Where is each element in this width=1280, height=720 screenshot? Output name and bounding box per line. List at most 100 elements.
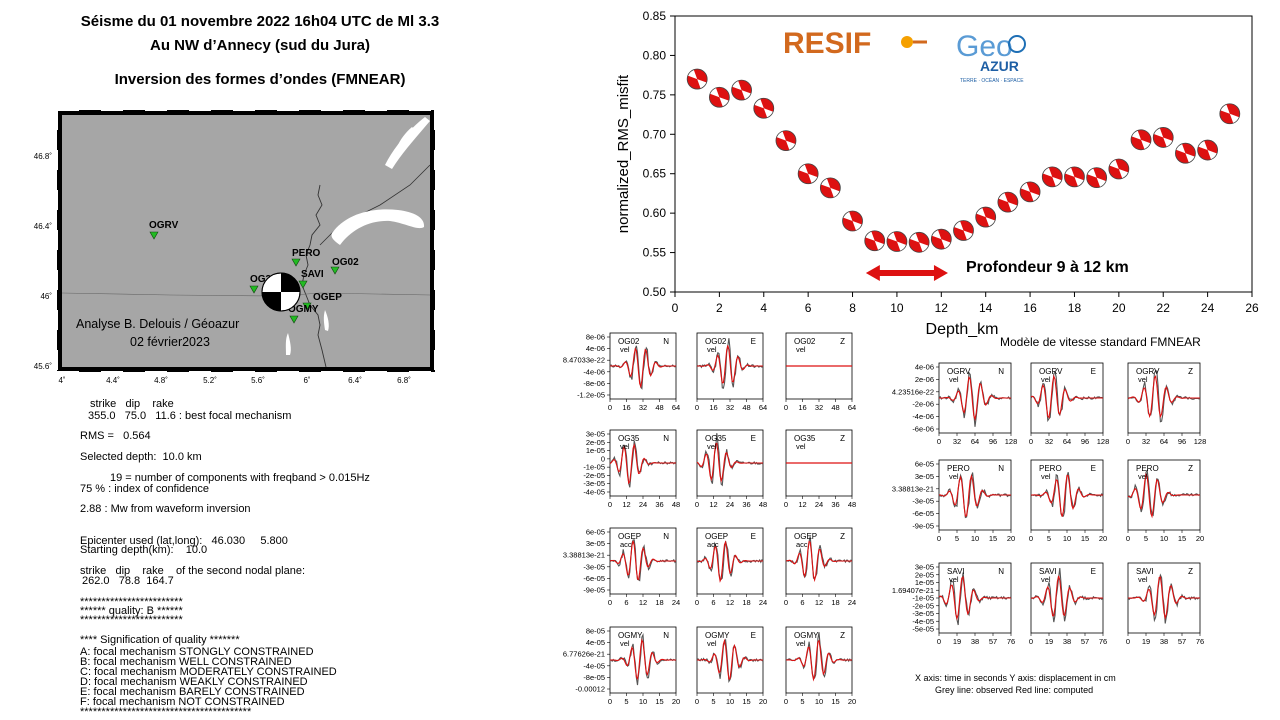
y-tick-label: -3e-05 (583, 479, 605, 488)
analysis-credit: Analyse B. Delouis / Géoazur (76, 317, 239, 331)
component-label: N (663, 434, 669, 443)
x-tick-label: 15 (831, 697, 839, 706)
x-tick-label: 96 (1178, 437, 1186, 446)
x-tick-label: 10 (726, 697, 734, 706)
y-tick-label: 0.75 (643, 88, 667, 102)
x-tick-label: 0 (1029, 637, 1033, 646)
station-OG02: OG02 (330, 257, 359, 275)
component-label: E (751, 631, 756, 640)
x-tick-label: 0 (937, 534, 941, 543)
y-tick-label: 8e-06 (586, 333, 605, 342)
y-tick-label: 3e-05 (915, 563, 934, 572)
y-tick-label: 1e-05 (915, 578, 934, 587)
x-tick-label: 0 (695, 403, 699, 412)
lon-tick: 4.8˚ (154, 376, 168, 385)
svg-text:PERO: PERO (292, 248, 321, 259)
x-tick-label: 16 (622, 403, 630, 412)
y-tick-label: 3e-05 (586, 539, 605, 548)
x-tick-label: 12 (709, 500, 717, 509)
x-tick-label: 15 (655, 697, 663, 706)
computed-trace (609, 540, 676, 581)
quantity-label: vel (796, 345, 806, 354)
y-tick-label: -2e-05 (912, 601, 934, 610)
x-tick-label: 12 (639, 598, 647, 607)
quantity-label: vel (620, 639, 630, 648)
y-tick-label: 4e-05 (586, 638, 605, 647)
station-label: OGRV (1136, 367, 1160, 376)
computed-trace (1030, 374, 1103, 419)
quantity-label: vel (949, 575, 959, 584)
y-tick-label: 4e-06 (915, 363, 934, 372)
y-tick-label: -8e-06 (583, 379, 605, 388)
component-label: N (663, 337, 669, 346)
y-tick-label: 3.38813e-21 (892, 484, 934, 493)
misfit-point-beachball (1041, 166, 1063, 188)
quantity-label: vel (620, 345, 630, 354)
computed-trace (939, 375, 1011, 422)
y-tick-label: 6e-05 (915, 460, 934, 469)
computed-trace (696, 442, 763, 483)
lat-tick: 46˚ (40, 292, 52, 301)
y-tick-label: 0.65 (643, 167, 667, 181)
lake-annecy (323, 310, 329, 331)
y-tick-label: 1e-05 (586, 446, 605, 455)
station-PERO: PERO (291, 248, 321, 267)
computed-trace (610, 347, 676, 389)
component-label: E (1091, 367, 1096, 376)
svg-text:OGEP: OGEP (313, 292, 342, 303)
x-tick-label: 0 (608, 403, 612, 412)
x-tick-label: 0 (608, 598, 612, 607)
velocity-model-label: Modèle de vitesse standard FMNEAR (1000, 335, 1201, 349)
x-tick-label: 64 (1063, 437, 1071, 446)
component-label: Z (840, 532, 845, 541)
y-tick-label: -6e-06 (912, 425, 934, 434)
component-label: N (663, 532, 669, 541)
station-label: SAVI (1136, 567, 1154, 576)
computed-trace (610, 638, 676, 681)
y-tick-label: 4.23516e-22 (892, 387, 934, 396)
y-tick-label: 2e-05 (915, 570, 934, 579)
x-tick-label: 48 (672, 500, 680, 509)
x-tick-label: 16 (798, 403, 806, 412)
results-stars: ************************ (80, 614, 183, 626)
y-tick-label: 0.70 (643, 127, 667, 141)
x-tick-label: 48 (759, 500, 767, 509)
x-tick-label: 12 (622, 500, 630, 509)
computed-trace (696, 540, 763, 583)
misfit-point-beachball (1219, 103, 1241, 125)
x-tick-label: 36 (655, 500, 663, 509)
station-OGEP: OGEP (302, 292, 342, 311)
x-tick-label: 18 (831, 598, 839, 607)
x-tick-label: 10 (1160, 534, 1168, 543)
misfit-point-beachball (975, 206, 997, 228)
svg-text:TERRE · OCÉAN · ESPACE: TERRE · OCÉAN · ESPACE (960, 77, 1024, 84)
y-tick-label: 0.55 (643, 246, 667, 260)
y-axis-label: normalized_RMS_misfit (615, 74, 632, 233)
lon-tick: 6.8˚ (397, 376, 411, 385)
x-tick-label: 12 (815, 598, 823, 607)
misfit-point-beachball (930, 228, 952, 250)
x-tick-label: 5 (711, 697, 715, 706)
station-label: OG35 (794, 434, 816, 443)
x-tick-label: 128 (1097, 437, 1110, 446)
misfit-point-beachball (1086, 167, 1108, 189)
quantity-label: vel (707, 639, 717, 648)
inversion-title: Inversion des formes d’ondes (FMNEAR) (114, 71, 406, 88)
x-tick-label: 20 (1007, 534, 1015, 543)
y-tick-label: -4e-05 (583, 661, 605, 670)
misfit-point-beachball (908, 231, 930, 253)
x-tick-label: 57 (1081, 637, 1089, 646)
misfit-point-beachball (753, 97, 775, 119)
x-tick-label: 96 (989, 437, 997, 446)
computed-trace (1128, 576, 1200, 620)
station-OGRV: OGRV (149, 220, 179, 240)
analysis-date: 02 février2023 (130, 335, 210, 349)
quality-legend-item: F: focal mechanism NOT CONSTRAINED (80, 696, 285, 708)
